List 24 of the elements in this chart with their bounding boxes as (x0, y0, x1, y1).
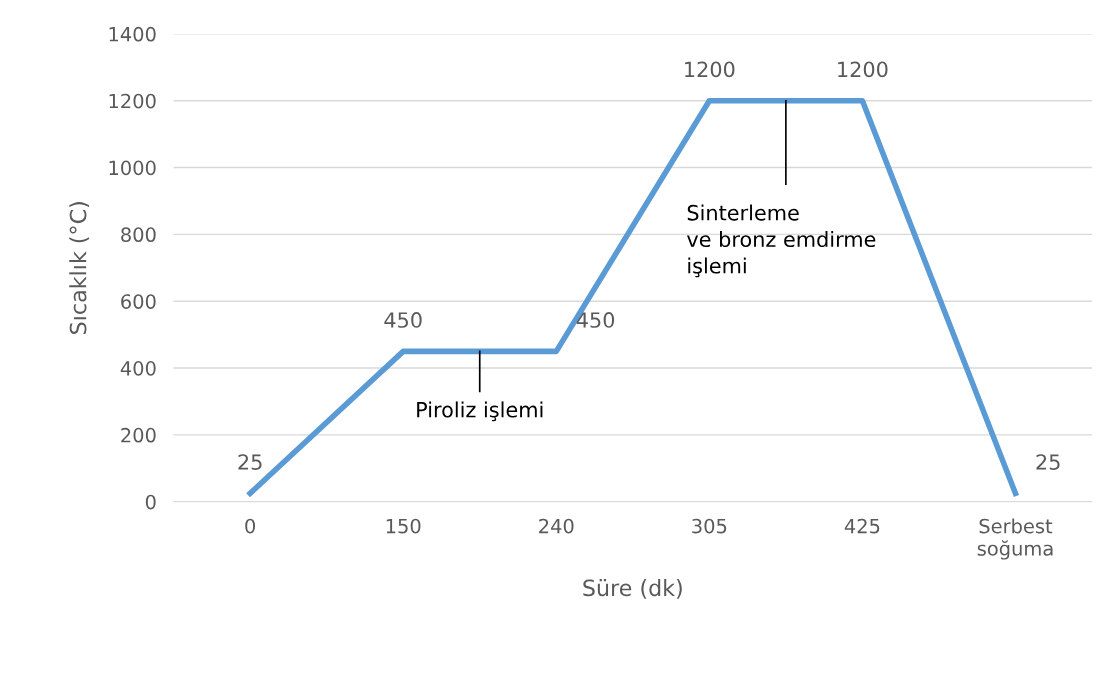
y-axis-title: Sıcaklık (°C) (69, 202, 90, 334)
x-tick-label: 240 (539, 518, 574, 534)
y-tick-label: 800 (121, 227, 156, 243)
data-label: 1200 (838, 61, 888, 78)
data-label: 450 (384, 312, 422, 328)
y-tick-label: 0 (145, 494, 156, 510)
y-tick-label: 1200 (109, 93, 156, 109)
data-label: 25 (238, 454, 262, 470)
y-tick-label: 600 (121, 294, 156, 309)
annotation: Sinterleme ve bronz emdirme işlemi (687, 204, 876, 278)
x-tick-label: 150 (386, 518, 421, 534)
data-label: 450 (576, 312, 615, 328)
x-tick-label: 425 (844, 518, 880, 534)
y-tick-label: 1400 (109, 26, 156, 42)
data-label: 1200 (685, 61, 735, 78)
x-tick-label: 0 (245, 518, 256, 534)
annotation: Piroliz işlemi (417, 401, 543, 422)
y-tick-label: 1000 (109, 160, 156, 176)
x-tick-label: Serbest soğuma (977, 518, 1053, 560)
y-tick-label: 400 (120, 361, 156, 376)
y-tick-label: 200 (121, 427, 156, 443)
x-tick-label: 305 (692, 518, 727, 534)
data-label: 25 (1036, 454, 1060, 470)
x-axis-title: Süre (dk) (583, 579, 682, 599)
